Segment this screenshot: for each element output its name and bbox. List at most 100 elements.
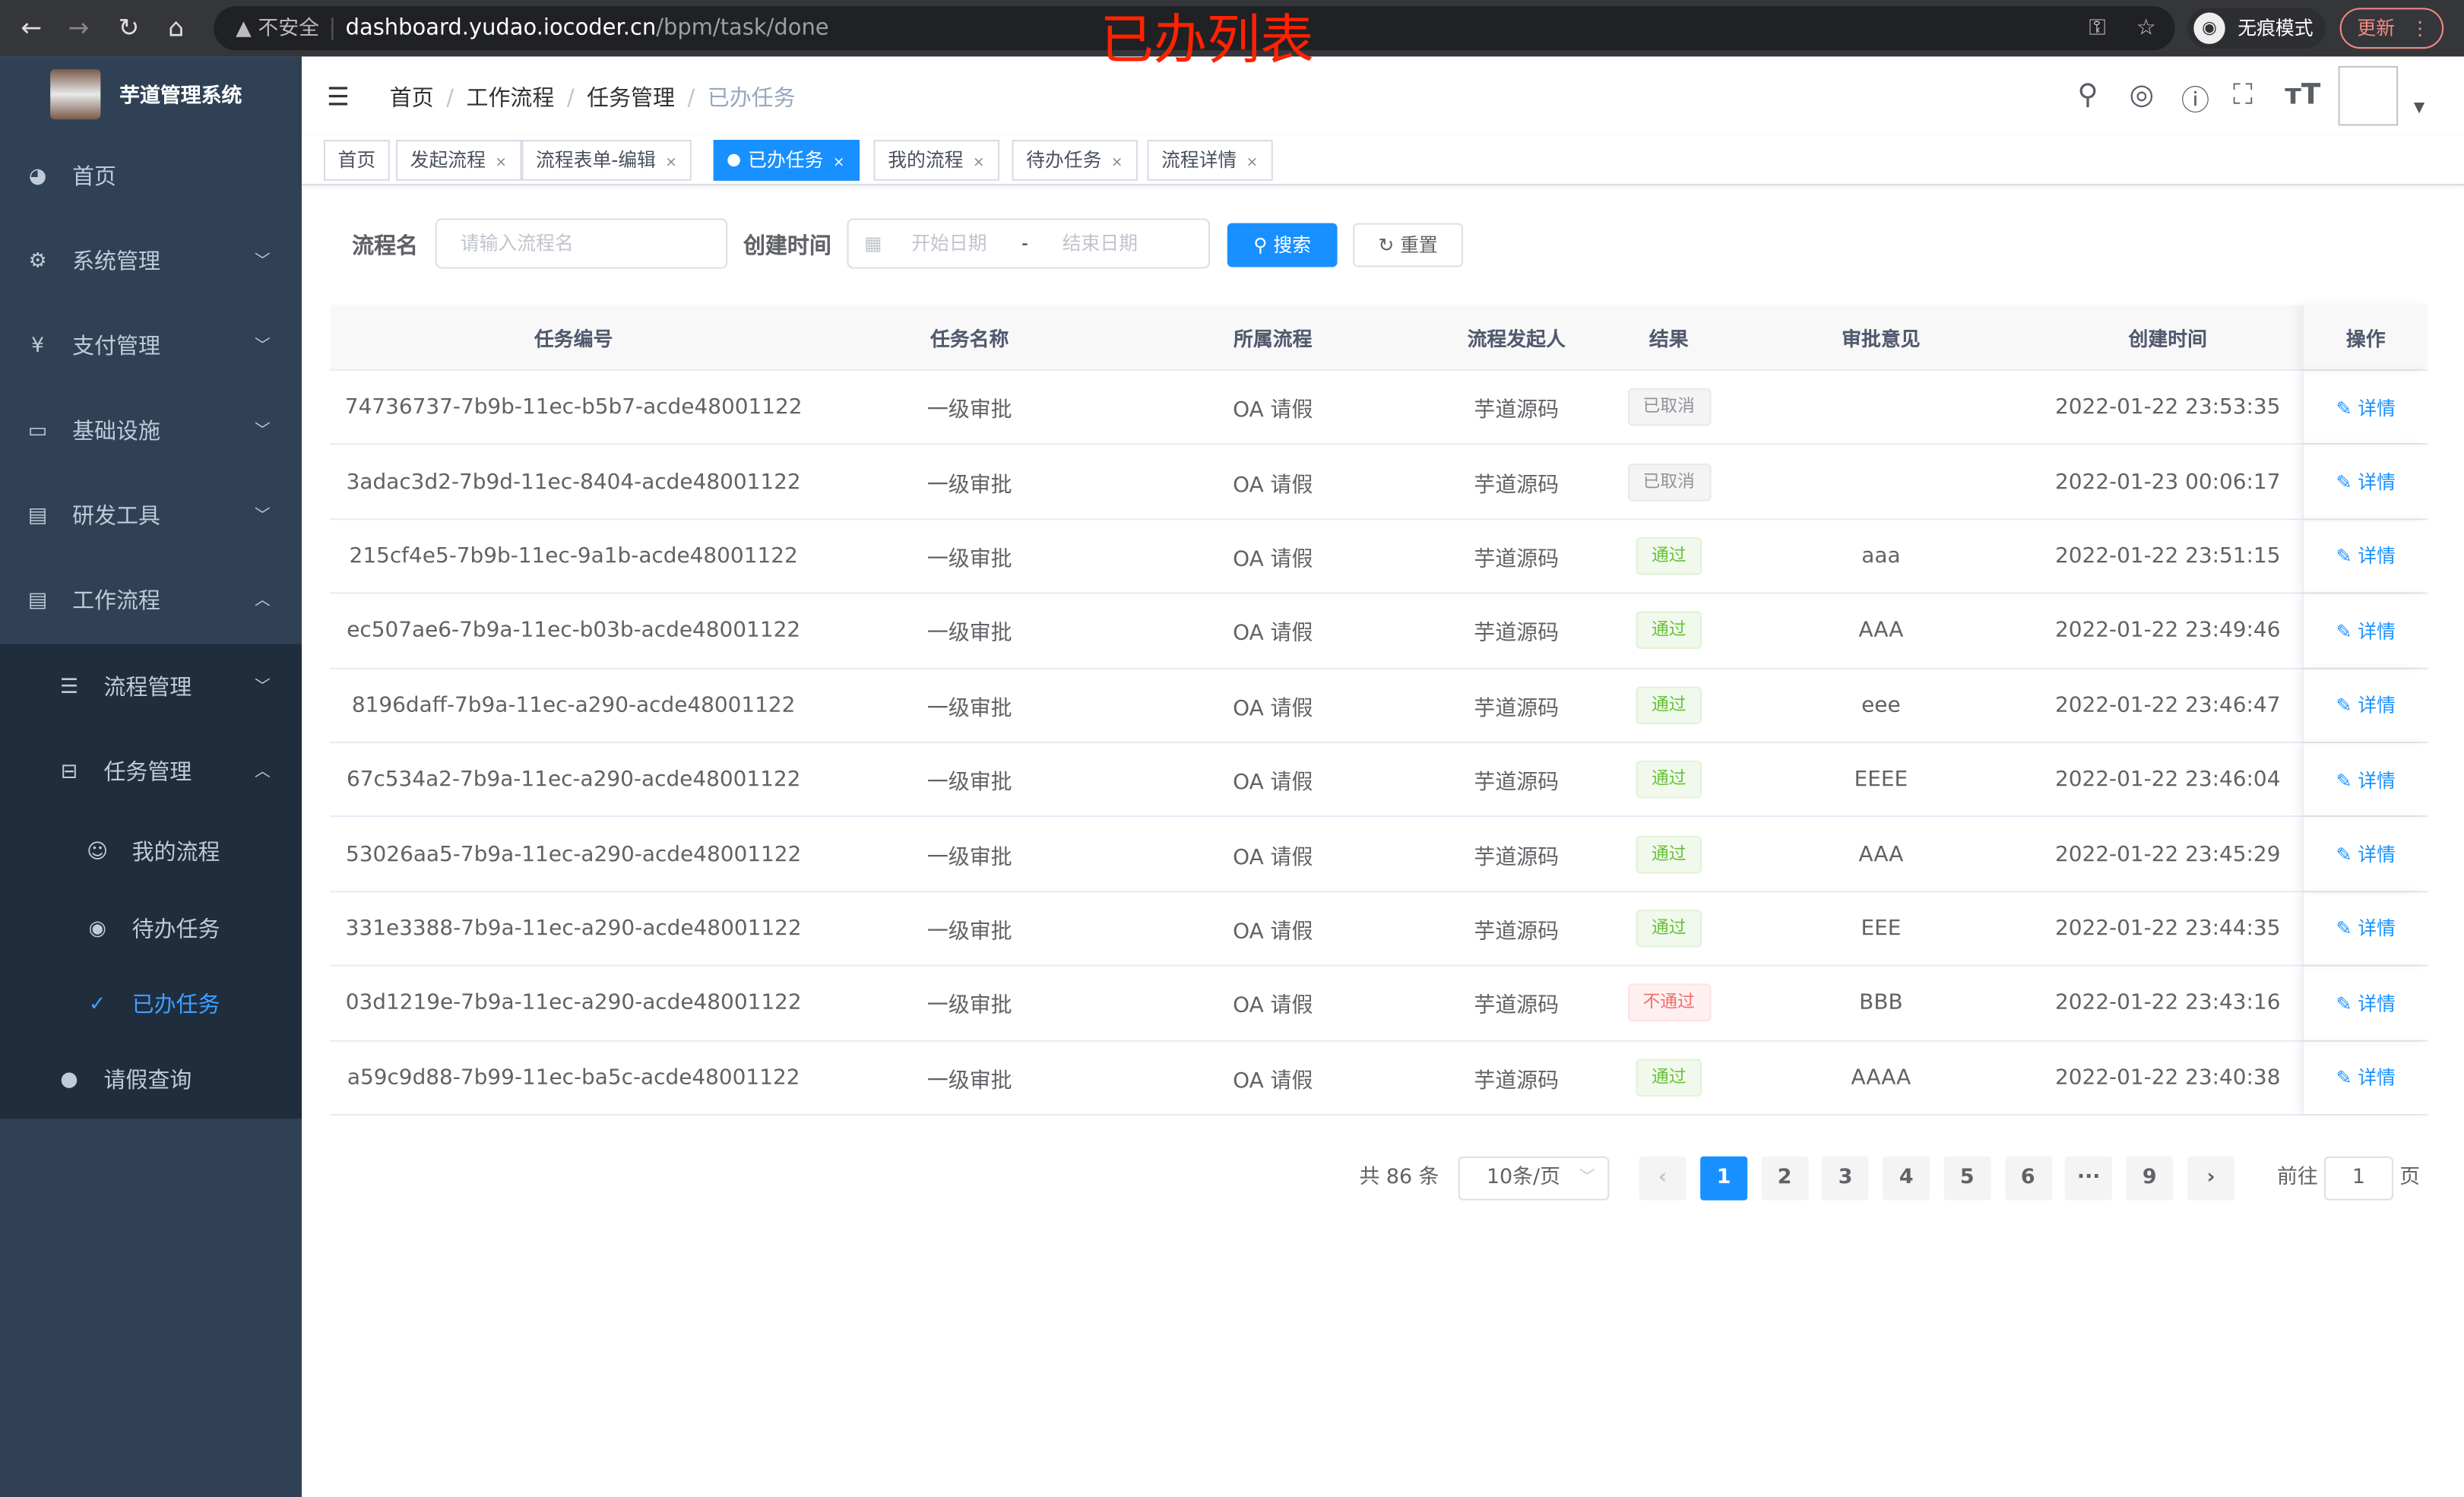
tag-2[interactable]: 流程表单-编辑 ×: [521, 140, 692, 181]
page-size-select[interactable]: 10条/页 ﹀: [1458, 1156, 1610, 1201]
start-date-input[interactable]: 开始日期: [911, 233, 987, 255]
sidebar-subitem[interactable]: ☺ 我的流程: [0, 814, 302, 892]
cell-actions: ✎ 详情: [2302, 668, 2428, 742]
back-icon[interactable]: ←: [21, 12, 43, 43]
sidebar-subitem[interactable]: ◉ 待办任务: [0, 891, 302, 969]
tag-4[interactable]: 我的流程 ×: [873, 140, 999, 181]
page-button[interactable]: 1: [1700, 1156, 1748, 1201]
font-size-icon[interactable]: ᴛT: [2285, 78, 2321, 112]
breadcrumb-item[interactable]: 工作流程: [466, 86, 555, 112]
sidebar-subitem[interactable]: ● 请假查询: [0, 1042, 302, 1120]
search-button-label: 搜索: [1273, 234, 1312, 257]
toolbox-icon: ▤: [27, 589, 48, 613]
fullscreen-icon[interactable]: ⛶: [2233, 78, 2253, 112]
breadcrumb-item[interactable]: 任务管理: [587, 86, 675, 112]
close-icon[interactable]: ×: [1110, 155, 1123, 172]
detail-button[interactable]: ✎ 详情: [2336, 543, 2396, 569]
close-icon[interactable]: ×: [495, 155, 507, 172]
sidebar-subitem[interactable]: ✓ 已办任务: [0, 967, 302, 1045]
page-size-value: 10条/页: [1486, 1166, 1560, 1190]
process-name-input[interactable]: 请输入流程名: [435, 218, 728, 269]
breadcrumb-current: 已办任务: [707, 86, 796, 112]
caret-down-icon[interactable]: ▼: [2413, 100, 2425, 117]
search-icon: ⚲: [1253, 234, 1274, 257]
star-icon[interactable]: ☆: [2136, 15, 2156, 41]
cell-name: 一级审批: [926, 621, 1012, 647]
hamburger-icon[interactable]: ☰: [327, 81, 350, 112]
detail-button[interactable]: ✎ 详情: [2336, 692, 2396, 718]
update-label: 更新: [2357, 17, 2396, 40]
home-icon[interactable]: ⌂: [168, 12, 185, 43]
detail-button[interactable]: ✎ 详情: [2336, 915, 2396, 942]
tag-1[interactable]: 发起流程 ×: [396, 140, 521, 181]
address-bar[interactable]: ▲ 不安全 | dashboard.yudao.iocoder.cn/bpm/tas…: [214, 6, 2175, 51]
detail-button[interactable]: ✎ 详情: [2336, 840, 2396, 867]
cell-id: a59c9d88-7b99-11ec-ba5c-acde48001122: [347, 1065, 800, 1090]
sidebar-subitem[interactable]: ☰ 流程管理 ﹀: [0, 649, 302, 727]
edit-icon: ✎: [2336, 695, 2358, 717]
cell-starter: 芋道源码: [1474, 695, 1560, 721]
goto-page-input[interactable]: 1: [2323, 1156, 2393, 1201]
edit-icon: ✎: [2336, 620, 2358, 643]
reload-icon[interactable]: ↻: [118, 12, 140, 43]
date-range-picker[interactable]: ▦ 开始日期 - 结束日期: [847, 218, 1211, 269]
create-time-label: 创建时间: [743, 234, 831, 260]
incognito-badge[interactable]: ◉ 无痕模式: [2187, 8, 2326, 49]
detail-label: 详情: [2358, 843, 2396, 866]
reset-button[interactable]: ↻ 重置: [1353, 223, 1463, 267]
detail-button[interactable]: ✎ 详情: [2336, 394, 2396, 420]
end-date-input[interactable]: 结束日期: [1062, 233, 1138, 255]
sidebar-item[interactable]: ▭ 基础设施 ﹀: [0, 390, 302, 475]
detail-button[interactable]: ✎ 详情: [2336, 766, 2396, 793]
incognito-icon: ◉: [2193, 12, 2225, 44]
page-button[interactable]: 5: [1943, 1156, 1991, 1201]
tag-5[interactable]: 待办任务 ×: [1012, 140, 1138, 181]
search-icon[interactable]: ⚲: [2077, 78, 2098, 112]
page-button[interactable]: 6: [2004, 1156, 2052, 1201]
sidebar-item-label: 基础设施: [72, 419, 160, 445]
page-button[interactable]: 4: [1883, 1156, 1930, 1201]
forward-icon[interactable]: →: [68, 12, 90, 43]
help-icon[interactable]: ⓘ: [2181, 84, 2210, 119]
close-icon[interactable]: ×: [665, 155, 677, 172]
detail-label: 详情: [2358, 769, 2396, 792]
column-header: 任务名称: [930, 327, 1009, 351]
detail-label: 详情: [2358, 471, 2396, 494]
cell-comment: AAAA: [1851, 1065, 1911, 1090]
page-button[interactable]: 9: [2126, 1156, 2174, 1201]
prev-page-button[interactable]: ‹: [1639, 1156, 1686, 1201]
update-button[interactable]: 更新 ⋮: [2339, 8, 2444, 49]
sidebar-item[interactable]: ⚙ 系统管理 ﹀: [0, 220, 302, 305]
tag-0[interactable]: 首页: [323, 140, 390, 181]
breadcrumb-item[interactable]: 首页: [389, 86, 434, 112]
close-icon[interactable]: ×: [832, 155, 845, 172]
search-button[interactable]: ⚲ 搜索: [1227, 223, 1338, 267]
github-icon[interactable]: ◎: [2129, 78, 2155, 112]
tag-label: 流程表单-编辑: [536, 149, 656, 172]
sidebar-item[interactable]: ▤ 工作流程 ︿: [0, 559, 302, 644]
avatar[interactable]: [2338, 65, 2399, 126]
key-icon[interactable]: ⚿: [2089, 15, 2106, 41]
gear-icon: ⚙: [28, 249, 47, 274]
sidebar-item[interactable]: ◕ 首页: [0, 135, 302, 220]
tag-6[interactable]: 流程详情 ×: [1147, 140, 1272, 181]
tag-3[interactable]: 已办任务 ×: [713, 140, 860, 181]
sidebar-item[interactable]: ¥ 支付管理 ﹀: [0, 305, 302, 390]
cell-name: 一级审批: [926, 919, 1012, 945]
page-button[interactable]: 2: [1761, 1156, 1809, 1201]
more-pages-button[interactable]: ···: [2065, 1156, 2113, 1201]
next-page-button[interactable]: ›: [2187, 1156, 2235, 1201]
edit-icon: ✎: [2336, 1067, 2358, 1090]
sidebar-item[interactable]: ▤ 研发工具 ﹀: [0, 474, 302, 559]
cell-time: 2022-01-22 23:51:15: [2055, 543, 2281, 569]
sidebar-subitem[interactable]: ⊟ 任务管理 ︿: [0, 734, 302, 812]
close-icon[interactable]: ×: [1246, 155, 1259, 172]
detail-button[interactable]: ✎ 详情: [2336, 468, 2396, 495]
detail-button[interactable]: ✎ 详情: [2336, 1064, 2396, 1090]
detail-button[interactable]: ✎ 详情: [2336, 617, 2396, 644]
cell-process: OA 请假: [1233, 919, 1313, 945]
detail-button[interactable]: ✎ 详情: [2336, 989, 2396, 1016]
page-button[interactable]: 3: [1822, 1156, 1870, 1201]
cell-starter: 芋道源码: [1474, 770, 1560, 796]
close-icon[interactable]: ×: [972, 155, 985, 172]
